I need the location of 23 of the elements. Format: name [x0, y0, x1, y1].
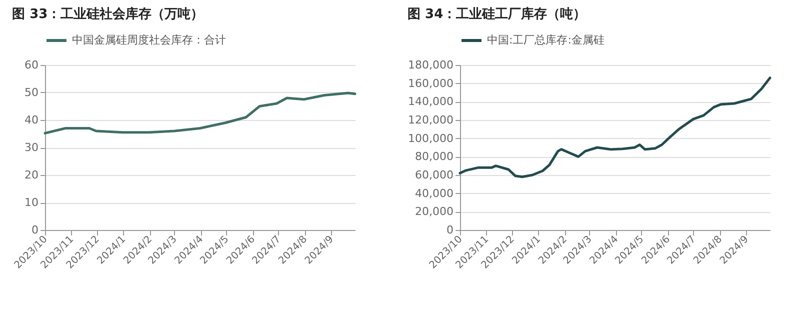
y-tick-label: 30: [24, 141, 38, 154]
y-tick-label: 20: [24, 168, 38, 182]
legend-label: 中国金属硅周度社会库存：合计: [72, 34, 226, 46]
y-tick-label: 0: [446, 224, 454, 236]
line-series: [458, 76, 772, 178]
y-tick-label: 180,000: [408, 58, 454, 72]
y-tick-label: 40,000: [415, 186, 454, 200]
chart-title: 图 34：工业硅工厂库存（吨）: [408, 6, 586, 22]
legend-label: 中国:工厂总库存:金属硅: [487, 34, 604, 46]
y-tick-label: 80,000: [415, 150, 454, 164]
y-tick-label: 60,000: [415, 168, 454, 182]
y-tick-label: 60: [24, 58, 38, 72]
chart-title: 图 33：工业硅社会库存（万吨）: [12, 6, 204, 22]
y-tick-label: 10: [24, 196, 38, 209]
y-tick-label: 50: [24, 86, 38, 99]
line-series: [44, 92, 356, 134]
y-tick-label: 120,000: [408, 114, 454, 126]
y-tick-label: 20,000: [415, 205, 454, 218]
y-tick-label: 40: [24, 114, 38, 126]
y-tick-label: 160,000: [408, 76, 454, 90]
y-tick-label: 100,000: [408, 132, 454, 145]
y-tick-label: 140,000: [408, 95, 454, 108]
y-tick-label: 0: [32, 224, 38, 236]
